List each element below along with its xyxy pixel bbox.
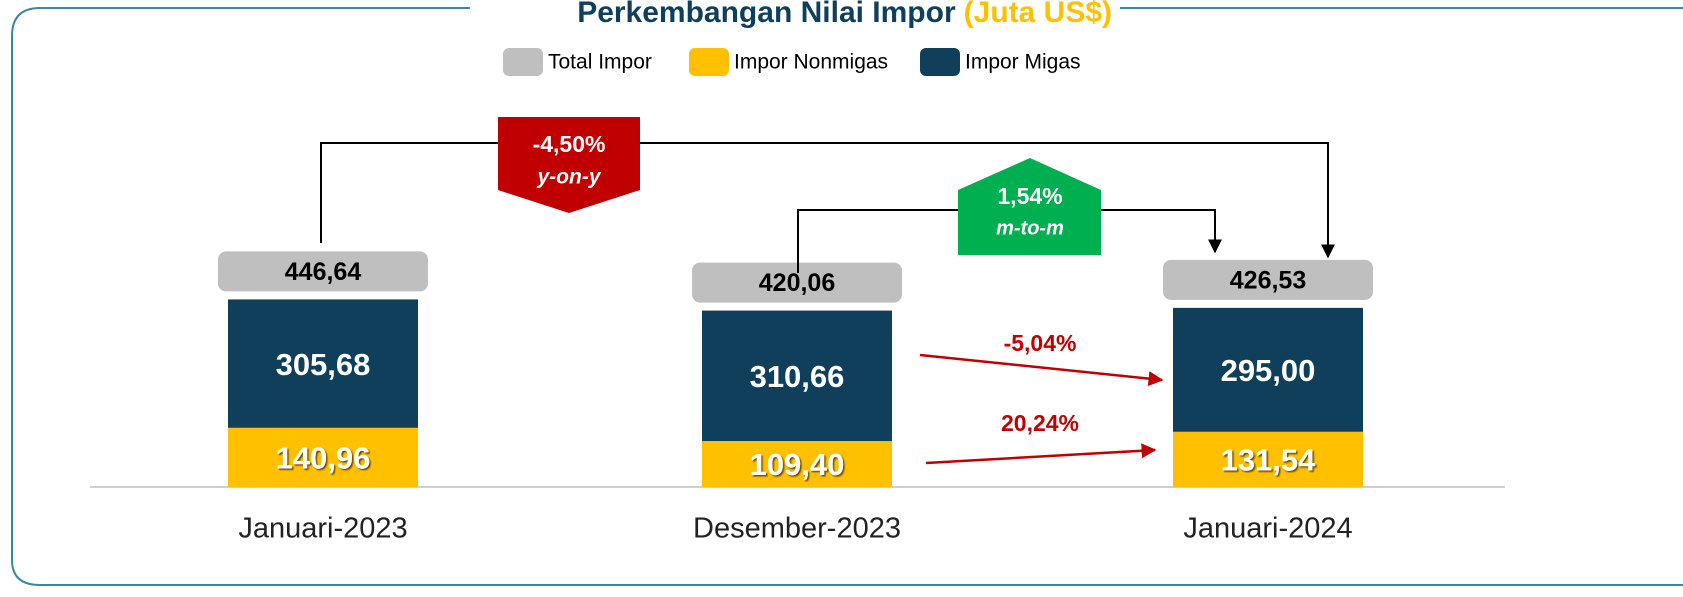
legend-swatch: [689, 48, 729, 76]
bar-value-label: 131,54: [1221, 443, 1317, 478]
bar-segment: [1173, 307, 1363, 432]
legend-swatch: [920, 48, 960, 76]
total-label: 426,53: [1230, 266, 1306, 294]
connector-yoy: [320, 142, 1335, 259]
total-box: [692, 262, 902, 303]
bar-value-label: 109,40: [750, 447, 845, 482]
callout-yoy: [498, 117, 640, 213]
x-tick-label: Desember-2023: [693, 513, 901, 545]
bar-segment: [1173, 431, 1363, 487]
change-arrow: [919, 353, 1164, 387]
legend-label: Total Impor: [548, 51, 652, 74]
callout-label: 1,54%: [997, 183, 1062, 209]
x-tick-label: Januari-2023: [238, 513, 407, 545]
callout-note: y-on-y: [537, 166, 602, 189]
title-text: Perkembangan Nilai Impor: [577, 0, 956, 29]
x-tick-label: Januari-2024: [1183, 513, 1352, 545]
bar-segment: [228, 299, 418, 428]
bar-segment: [228, 427, 418, 487]
callout-note: m-to-m: [996, 217, 1064, 239]
change-label: -5,04%: [1004, 330, 1077, 356]
bar-value-label: 305,68: [276, 347, 371, 382]
bar-segment: [702, 441, 892, 487]
callout-mtm: [958, 158, 1101, 255]
change-label: 20,24%: [1001, 410, 1079, 436]
legend-swatch: [503, 48, 543, 76]
bar-segment: [702, 310, 892, 442]
callout-label: -4,50%: [533, 131, 606, 157]
total-label: 420,06: [759, 269, 835, 297]
legend-label: Impor Migas: [965, 51, 1081, 74]
legend-label: Impor Nonmigas: [734, 51, 888, 74]
title-unit: (Juta US$): [964, 0, 1112, 29]
total-box: [218, 251, 428, 292]
total-label: 446,64: [285, 258, 362, 286]
bar-value-label: 140,96: [276, 441, 371, 476]
bar-value-label: 310,66: [750, 359, 845, 394]
frame: [11, 7, 1683, 586]
chart-title: Perkembangan Nilai Impor (Juta US$): [577, 0, 1112, 29]
bar-value-label: 295,00: [1221, 353, 1316, 388]
total-box: [1163, 259, 1373, 300]
change-arrow: [925, 443, 1157, 465]
